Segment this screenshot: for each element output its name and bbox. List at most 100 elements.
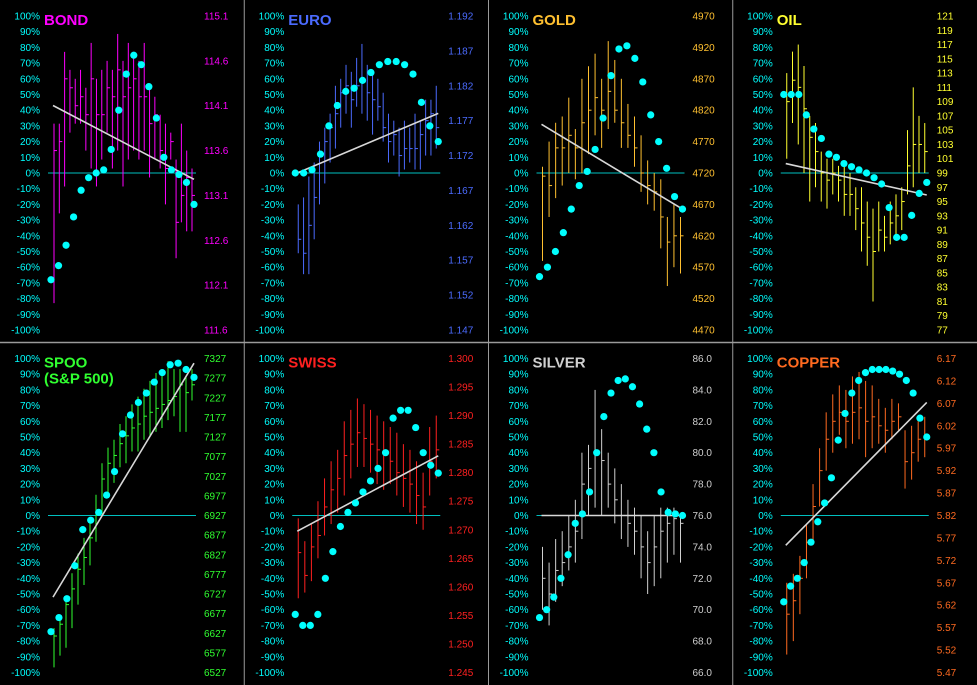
oscillator-dot — [409, 70, 417, 78]
oscillator-dot — [639, 78, 647, 86]
oscillator-dot — [85, 174, 93, 182]
right-axis-tick-label: 1.177 — [448, 116, 473, 127]
oscillator-dot — [175, 170, 183, 179]
oscillator-dot — [671, 510, 679, 518]
oscillator-dot — [848, 389, 856, 397]
oscillator-dot — [655, 138, 663, 146]
oscillator-dot — [657, 488, 665, 496]
oscillator-dot — [107, 145, 115, 154]
left-axis-tick-label: 30% — [264, 121, 284, 132]
right-axis-tick-label: 6727 — [204, 590, 227, 601]
left-axis-tick-label: 90% — [264, 370, 284, 381]
oscillator-dot — [621, 375, 629, 383]
chart-panel: 100% 90% 80% 70% 60% 50% 40% 30% 20% 10% 0% -10% -20… — [500, 354, 713, 679]
left-axis-tick-label: 100% — [503, 12, 529, 23]
right-axis-tick-label: 4570 — [693, 263, 716, 274]
chart-title: BOND — [44, 12, 88, 29]
right-axis-tick-label: 114.1 — [204, 101, 229, 112]
oscillator-dot — [535, 273, 544, 281]
left-axis-tick-label: 60% — [20, 417, 40, 428]
right-axis-tick-label: 1.152 — [448, 291, 473, 302]
oscillator-dot — [780, 598, 788, 606]
oscillator-dot — [145, 83, 153, 91]
left-axis-tick-label: -50% — [505, 247, 528, 258]
oscillator-dot — [861, 369, 870, 377]
left-axis-tick-label: -40% — [505, 231, 528, 242]
oscillator-dot — [100, 166, 108, 174]
oscillator-dot — [678, 205, 687, 213]
left-axis-tick-label: 100% — [14, 354, 40, 365]
left-axis-tick-label: -30% — [261, 558, 284, 569]
oscillator-dot — [557, 574, 565, 582]
oscillator-dot — [118, 430, 127, 438]
left-axis-tick-label: -20% — [749, 200, 772, 211]
left-axis-tick-label: 60% — [508, 74, 528, 85]
oscillator-dot — [787, 90, 795, 99]
oscillator-dot — [868, 365, 876, 374]
oscillator-dot — [841, 409, 849, 418]
right-axis-tick-label: 1.245 — [448, 668, 473, 679]
left-axis-tick-label: -20% — [505, 200, 528, 211]
left-axis-tick-label: -10% — [505, 527, 528, 538]
left-axis-tick-label: 40% — [508, 106, 528, 117]
left-axis-tick-label: -60% — [17, 605, 40, 616]
chart-panel: 100% 90% 80% 70% 60% 50% 40% 30% 20% 10% 0% -10% -20… — [255, 354, 473, 679]
left-axis-tick-label: -60% — [261, 263, 284, 274]
left-axis-tick-label: 0% — [758, 169, 773, 180]
oscillator-dot — [900, 233, 908, 241]
left-axis-tick-label: 70% — [20, 401, 40, 412]
oscillator-dot — [623, 42, 631, 50]
left-axis-tick-label: 40% — [753, 448, 773, 459]
right-axis-tick-label: 113 — [937, 69, 953, 80]
right-axis-tick-label: 5.47 — [937, 668, 957, 679]
left-axis-tick-label: -30% — [505, 216, 528, 227]
right-axis-tick-label: 1.290 — [448, 411, 473, 422]
left-axis-tick-label: 70% — [753, 59, 773, 70]
oscillator-dot — [670, 192, 679, 201]
oscillator-dot — [583, 167, 591, 176]
chart-panel: 100% 90% 80% 70% 60% 50% 40% 30% 20% 10% 0% -10% -20… — [11, 354, 227, 679]
left-axis-tick-label: -40% — [261, 231, 284, 242]
oscillator-dot — [367, 68, 375, 77]
right-axis-tick-label: 4620 — [693, 231, 716, 242]
right-axis-tick-label: 6527 — [204, 668, 227, 679]
right-axis-tick-label: 112.1 — [204, 281, 229, 292]
right-axis-tick-label: 7077 — [204, 452, 227, 463]
oscillator-dot — [855, 166, 863, 174]
right-axis-tick-label: 4920 — [693, 43, 716, 54]
chart-title: OIL — [777, 12, 802, 29]
left-axis-tick-label: 10% — [508, 153, 528, 164]
left-axis-tick-label: 60% — [264, 417, 284, 428]
right-axis-tick-label: 7027 — [204, 472, 227, 483]
oscillator-dot — [77, 186, 85, 194]
oscillator-dot — [142, 389, 150, 397]
oscillator-dot — [412, 423, 420, 432]
oscillator-dot — [825, 150, 833, 158]
oscillator-dot — [110, 467, 119, 476]
right-axis-tick-label: 91 — [937, 226, 949, 237]
oscillator-dot — [381, 449, 390, 457]
oscillator-dot — [678, 511, 687, 520]
left-axis-tick-label: -100% — [11, 326, 40, 337]
left-axis-tick-label: -20% — [261, 542, 284, 553]
chart-panel: 100% 90% 80% 70% 60% 50% 40% 30% 20% 10% 0% -10% -20… — [744, 354, 957, 679]
left-axis-tick-label: -10% — [261, 527, 284, 538]
left-axis-tick-label: 0% — [270, 511, 285, 522]
left-axis-tick-label: -100% — [500, 668, 529, 679]
chart-panel: 100% 90% 80% 70% 60% 50% 40% 30% 20% 10% 0% -10% -20… — [11, 12, 229, 337]
left-axis-tick-label: 100% — [259, 12, 285, 23]
right-axis-tick-label: 72.0 — [693, 574, 713, 585]
right-axis-tick-label: 5.52 — [937, 646, 957, 657]
oscillator-dot — [316, 150, 325, 158]
oscillator-dot — [434, 469, 442, 477]
right-axis-tick-label: 105 — [937, 126, 954, 137]
left-axis-tick-label: 10% — [20, 153, 40, 164]
left-axis-tick-label: -10% — [505, 184, 528, 195]
left-axis-tick-label: 20% — [264, 137, 284, 148]
oscillator-dot — [807, 538, 815, 546]
oscillator-dot — [350, 84, 358, 92]
oscillator-dot — [814, 518, 822, 526]
left-axis-tick-label: 100% — [14, 12, 40, 23]
right-axis-tick-label: 7177 — [204, 413, 227, 424]
